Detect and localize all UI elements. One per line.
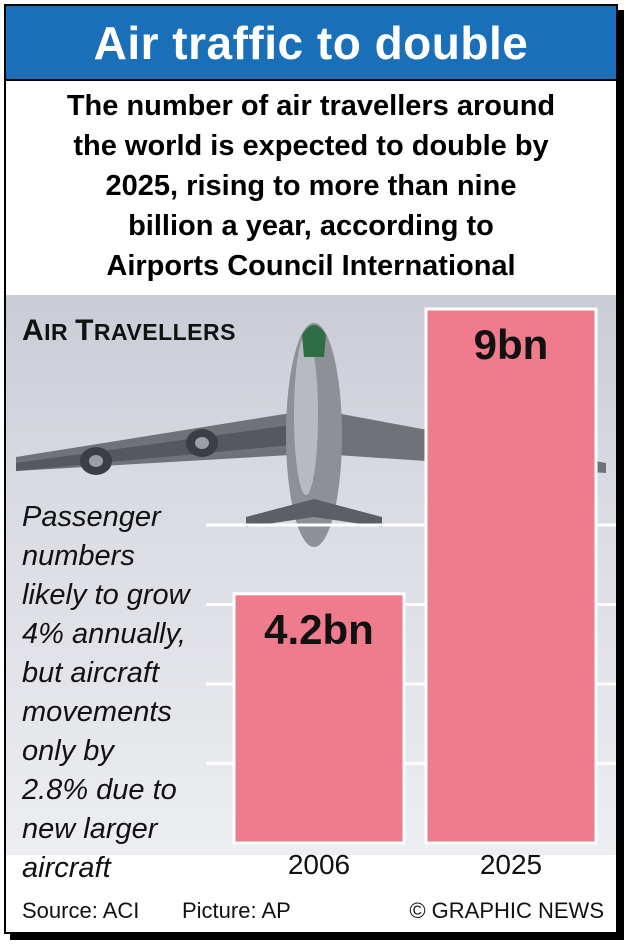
- bar-value-label: 4.2bn: [264, 605, 374, 653]
- note-line: new larger: [22, 813, 158, 845]
- note-line: movements: [22, 696, 172, 728]
- x-tick-label: 2006: [287, 849, 351, 880]
- bar-chart: [206, 307, 616, 845]
- copyright-credit: © GRAPHIC NEWS: [409, 898, 604, 923]
- subtitle-line: The number of air travellers around: [66, 90, 556, 122]
- chart-title: AIR TRAVELLERS: [22, 314, 236, 348]
- x-tick-label: 2025: [479, 849, 543, 880]
- chart-title-part: T: [75, 314, 94, 347]
- subtitle: The number of air travellers around the …: [6, 86, 616, 291]
- source-credit: Source: ACI: [22, 898, 140, 923]
- note-line: but aircraft: [22, 657, 159, 689]
- chart-title-part: IR: [44, 319, 76, 345]
- bar-value-label: 9bn: [473, 321, 549, 368]
- chart-title-part: A: [22, 314, 45, 347]
- note-line: likely to grow: [22, 579, 190, 611]
- subtitle-line: Airports Council International: [106, 250, 516, 282]
- footer: Source: ACI Picture: AP © GRAPHIC NEWS: [6, 894, 616, 932]
- annotation-note: Passenger numbers likely to grow 4% annu…: [22, 498, 237, 888]
- picture-credit: Picture: AP: [182, 898, 291, 923]
- infographic-frame: Air traffic to double The number of air …: [4, 4, 618, 934]
- chart-title-part: RAVELLERS: [93, 319, 236, 345]
- bar-2025: [424, 307, 598, 845]
- title-bar: Air traffic to double: [6, 6, 616, 81]
- note-line: only by: [22, 735, 114, 767]
- bar-2006: [232, 592, 406, 845]
- note-line: 2.8% due to: [22, 774, 177, 806]
- subtitle-line: billion a year, according to: [128, 210, 494, 242]
- note-line: numbers: [22, 540, 135, 572]
- bars: [232, 307, 598, 845]
- subtitle-line: the world is expected to double by: [73, 130, 549, 162]
- note-line: aircraft: [22, 852, 111, 884]
- note-line: Passenger: [22, 501, 161, 533]
- page-title: Air traffic to double: [93, 16, 529, 69]
- note-line: 4% annually,: [22, 618, 186, 650]
- airplane-icon: [16, 323, 606, 547]
- subtitle-line: 2025, rising to more than nine: [105, 170, 517, 202]
